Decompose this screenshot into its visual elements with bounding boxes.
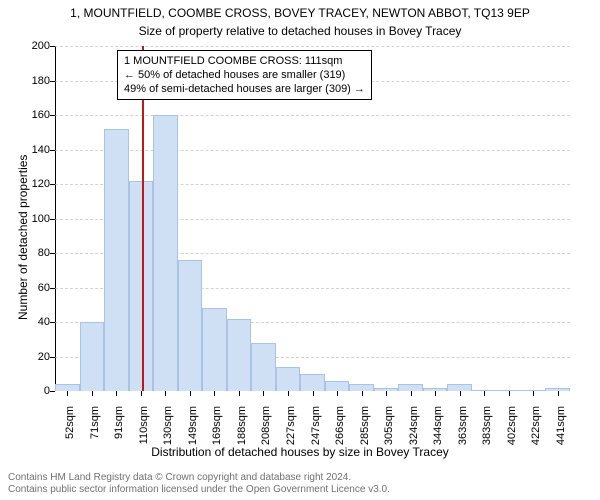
x-tick-mark <box>558 391 559 396</box>
y-tick-label: 120 <box>20 178 50 190</box>
y-tick-label: 20 <box>20 351 50 363</box>
y-tick-label: 100 <box>20 213 50 225</box>
chart-subtitle: Size of property relative to detached ho… <box>0 24 600 38</box>
gridline <box>55 46 570 47</box>
bar <box>398 384 423 391</box>
x-tick-mark <box>484 391 485 396</box>
bar <box>80 322 105 391</box>
x-tick-mark <box>67 391 68 396</box>
x-tick-mark <box>92 391 93 396</box>
x-tick-mark <box>362 391 363 396</box>
x-tick-mark <box>533 391 534 396</box>
x-tick-mark <box>313 391 314 396</box>
x-tick-mark <box>411 391 412 396</box>
annotation-box: 1 MOUNTFIELD COOMBE CROSS: 111sqm ← 50% … <box>117 50 372 100</box>
x-tick-mark <box>386 391 387 396</box>
gridline <box>55 150 570 151</box>
y-tick-label: 160 <box>20 109 50 121</box>
y-tick-label: 140 <box>20 144 50 156</box>
x-tick-mark <box>190 391 191 396</box>
y-tick-mark <box>50 150 55 151</box>
y-tick-label: 200 <box>20 40 50 52</box>
x-tick-mark <box>165 391 166 396</box>
y-tick-label: 40 <box>20 316 50 328</box>
chart-container: 1, MOUNTFIELD, COOMBE CROSS, BOVEY TRACE… <box>0 0 600 500</box>
y-tick-label: 0 <box>20 385 50 397</box>
x-tick-mark <box>288 391 289 396</box>
annotation-line-3: 49% of semi-detached houses are larger (… <box>124 82 365 96</box>
x-tick-mark <box>141 391 142 396</box>
x-tick-mark <box>337 391 338 396</box>
bar <box>178 260 203 391</box>
annotation-line-1: 1 MOUNTFIELD COOMBE CROSS: 111sqm <box>124 54 365 68</box>
bar <box>104 129 129 391</box>
bar <box>55 384 80 391</box>
y-tick-mark <box>50 46 55 47</box>
y-tick-mark <box>50 391 55 392</box>
y-tick-mark <box>50 357 55 358</box>
x-tick-mark <box>214 391 215 396</box>
x-axis-title: Distribution of detached houses by size … <box>0 445 600 459</box>
gridline <box>55 115 570 116</box>
bar <box>447 384 472 391</box>
bar <box>300 374 325 391</box>
chart-title: 1, MOUNTFIELD, COOMBE CROSS, BOVEY TRACE… <box>0 6 600 20</box>
y-tick-label: 180 <box>20 75 50 87</box>
x-tick-mark <box>116 391 117 396</box>
bar <box>349 384 374 391</box>
y-tick-mark <box>50 288 55 289</box>
y-tick-mark <box>50 115 55 116</box>
y-tick-mark <box>50 184 55 185</box>
bar <box>227 319 252 391</box>
x-tick-mark <box>435 391 436 396</box>
annotation-line-2: ← 50% of detached houses are smaller (31… <box>124 68 365 82</box>
x-tick-mark <box>239 391 240 396</box>
bar <box>276 367 301 391</box>
x-tick-mark <box>263 391 264 396</box>
y-tick-mark <box>50 219 55 220</box>
y-tick-label: 60 <box>20 282 50 294</box>
bar <box>153 115 178 391</box>
plot-area: 52sqm71sqm91sqm110sqm130sqm149sqm169sqm1… <box>55 46 570 391</box>
bar <box>251 343 276 391</box>
bar <box>202 308 227 391</box>
y-tick-label: 80 <box>20 247 50 259</box>
y-tick-mark <box>50 81 55 82</box>
x-tick-mark <box>460 391 461 396</box>
footer-line-2: Contains public sector information licen… <box>8 484 390 496</box>
x-tick-mark <box>509 391 510 396</box>
footer-text: Contains HM Land Registry data © Crown c… <box>8 472 390 496</box>
bar <box>325 381 350 391</box>
y-tick-mark <box>50 322 55 323</box>
y-tick-mark <box>50 253 55 254</box>
footer-line-1: Contains HM Land Registry data © Crown c… <box>8 472 390 484</box>
